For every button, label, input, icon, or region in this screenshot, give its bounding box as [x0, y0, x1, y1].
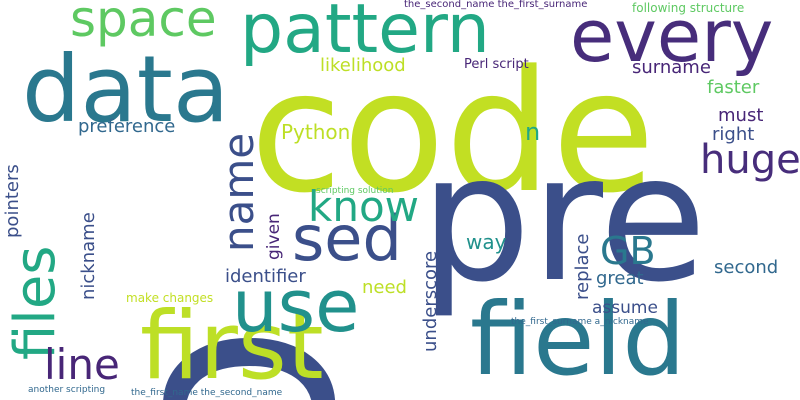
word-way: way [466, 230, 507, 254]
word-right: right [712, 124, 755, 145]
word-surname: surname [632, 57, 711, 78]
word-the-first-name-the-second-name: the_first_name the_second_name [131, 388, 283, 398]
word-sed: sed [292, 202, 402, 275]
word-every: every [570, 0, 774, 78]
word-second: second [714, 257, 779, 278]
word-following-structure: following structure [632, 1, 745, 15]
word-scripting-solution: scripting solution [316, 186, 394, 196]
word-huge: huge [700, 137, 800, 183]
word-know: know [308, 182, 419, 231]
word-pre: pre [420, 118, 707, 321]
word-preference: preference [78, 116, 176, 137]
word-perl-script: Perl script [464, 57, 529, 72]
word-gb: GB [600, 229, 656, 273]
word-pattern: pattern [240, 0, 490, 69]
word-make-changes: make changes [126, 291, 214, 305]
word-identifier: identifier [225, 266, 306, 287]
word-given: given [264, 213, 284, 260]
word-replace: replace [572, 233, 593, 300]
word-field: field [470, 281, 686, 398]
word-line: line [44, 340, 120, 389]
word-likelihood: likelihood [320, 55, 406, 76]
word-name: name [214, 132, 263, 252]
word-the-first-surname-a-nickname: the_first_surname a_nickname [511, 317, 649, 327]
word-data: data [22, 36, 230, 143]
word-assume: assume [592, 298, 658, 318]
word-n: n [525, 118, 541, 146]
word-underscore: underscore [420, 250, 441, 352]
word-faster: faster [707, 77, 760, 98]
word-must: must [718, 105, 764, 126]
word-nickname: nickname [78, 212, 99, 300]
word-great: great [596, 268, 644, 289]
word-use: use [232, 264, 360, 348]
word-need: need [362, 277, 407, 298]
word-another-scripting: another scripting [28, 385, 106, 395]
word-space: space [70, 0, 217, 48]
word-the-second-name-the-first-surname: the_second_name the_first_surname [404, 0, 588, 10]
word-code: code [250, 34, 656, 230]
word-python: Python [281, 120, 351, 144]
word-pointers: pointers [2, 164, 23, 238]
word-first: first [140, 292, 324, 400]
